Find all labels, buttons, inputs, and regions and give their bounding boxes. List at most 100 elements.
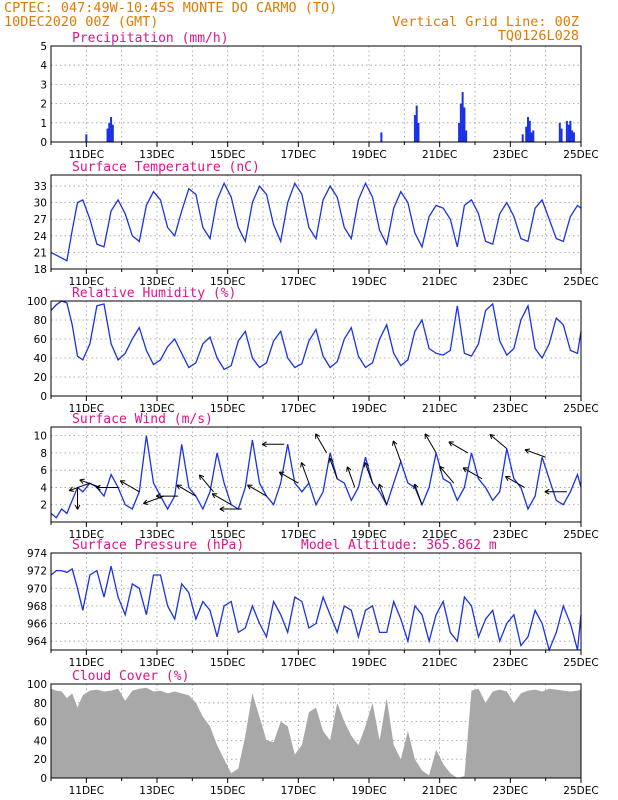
cloud-xtick-label: 23DEC — [493, 785, 528, 797]
wind-arrow — [377, 483, 388, 505]
wind-arrow — [278, 471, 299, 484]
temp-series-line — [50, 181, 582, 262]
precip-bar — [111, 124, 114, 142]
cloud-xtick-label: 11DEC — [69, 785, 104, 797]
precip-bar — [530, 132, 533, 142]
pressure-xtick-label: 15DEC — [210, 657, 245, 669]
rh-xtick-label: 13DEC — [139, 403, 174, 415]
rh-ytick-label: 40 — [34, 353, 47, 365]
rh-series-line — [50, 300, 582, 371]
wind-series-line — [50, 435, 582, 519]
wind-arrow — [328, 457, 338, 479]
wind-arrow — [363, 462, 374, 484]
cloud-xtick-label: 19DEC — [351, 785, 386, 797]
pressure-ytick-label: 964 — [27, 636, 47, 648]
precip-bar — [527, 117, 529, 142]
precip-bar — [571, 130, 574, 142]
wind-xtick-label: 19DEC — [351, 529, 386, 541]
wind-arrow — [424, 433, 437, 454]
wind-arrow — [68, 482, 91, 492]
wind-arrow — [143, 495, 165, 505]
precip-bar — [413, 115, 416, 142]
pressure-frame — [50, 552, 582, 651]
wind-arrow — [198, 474, 214, 493]
pressure-ytick-label: 972 — [27, 566, 47, 578]
pressure-xtick-label: 17DEC — [281, 657, 316, 669]
precip-bar — [567, 124, 570, 142]
pressure-title: Surface Pressure (hPa) — [72, 538, 244, 553]
temp-xtick-label: 19DEC — [351, 276, 386, 288]
precip-frame — [50, 45, 582, 143]
pressure-ytick-label: 970 — [27, 583, 47, 595]
precip-xtick-label: 11DEC — [69, 149, 104, 161]
precip-ytick-label: 2 — [40, 99, 47, 111]
temperature-panel: Surface Temperature (nC) 18 21 24 27 30 33 11DE… — [34, 160, 599, 288]
pressure-note: Model Altitude: 365.862 m — [301, 538, 497, 553]
wind-arrow — [95, 484, 119, 491]
temp-ytick-label: 27 — [34, 214, 47, 226]
precip-bar — [458, 122, 461, 142]
model-code: TQ0126L028 — [498, 28, 579, 44]
wind-arrow — [315, 433, 328, 454]
wind-ytick-label: 4 — [40, 482, 47, 494]
pressure-panel: Surface Pressure (hPa) Model Altitude: 36… — [27, 538, 599, 669]
precip-ytick-label: 1 — [40, 118, 47, 130]
wind-frame — [50, 426, 582, 523]
temp-xtick-label: 25DEC — [563, 276, 598, 288]
cloud-xtick-label: 13DEC — [139, 785, 174, 797]
precip-ytick-label: 0 — [40, 137, 47, 149]
wind-xtick-label: 25DEC — [563, 529, 598, 541]
wind-xtick-label: 17DEC — [281, 529, 316, 541]
wind-arrow — [439, 465, 455, 484]
rh-ytick-label: 80 — [34, 315, 47, 327]
cloud-ytick-label: 100 — [27, 679, 47, 691]
precip-xtick-label: 23DEC — [493, 149, 528, 161]
wind-panel: Surface Wind (m/s) 2 4 6 8 10 11DEC 13DEC 15DEC 1… — [34, 412, 599, 541]
wind-arrow — [413, 483, 423, 505]
precip-bar — [85, 134, 88, 142]
temp-xtick-label: 23DEC — [493, 276, 528, 288]
precip-xtick-label: 25DEC — [563, 149, 598, 161]
rh-xtick-label: 15DEC — [210, 403, 245, 415]
wind-arrow — [119, 480, 140, 493]
wind-arrow — [155, 493, 179, 499]
pressure-xtick-label: 21DEC — [422, 657, 457, 669]
wind-arrow — [489, 433, 508, 449]
temp-title: Surface Temperature (nC) — [72, 160, 260, 175]
cloud-cover-panel: Cloud Cover (%) 0 20 40 60 80 100 11DEC 13DEC 15D… — [27, 669, 599, 797]
precip-bar — [521, 134, 524, 142]
precip-xtick-label: 17DEC — [281, 149, 316, 161]
cloud-frame — [50, 683, 582, 779]
precip-bar — [528, 120, 531, 142]
wind-xtick-label: 15DEC — [210, 529, 245, 541]
grid-note: Vertical Grid Line: 00Z — [392, 14, 579, 30]
precipitation-panel: Precipitation (mm/h) 0 1 2 3 4 5 11DEC 13DEC 15DE… — [40, 31, 598, 161]
wind-arrow — [211, 493, 232, 506]
rh-xtick-label: 23DEC — [493, 403, 528, 415]
wind-arrow — [219, 506, 242, 512]
wind-ytick-label: 6 — [40, 465, 47, 477]
precip-ytick-label: 5 — [40, 41, 47, 53]
temp-ytick-label: 30 — [34, 198, 47, 210]
cloud-xtick-label: 15DEC — [210, 785, 245, 797]
precip-bar — [532, 130, 535, 142]
precip-bar — [465, 130, 468, 142]
precip-ytick-label: 3 — [40, 79, 47, 91]
wind-xtick-label: 11DEC — [69, 529, 104, 541]
wind-title: Surface Wind (m/s) — [72, 412, 213, 427]
temp-xtick-label: 17DEC — [281, 276, 316, 288]
wind-arrow — [504, 475, 525, 488]
precip-bar — [569, 120, 572, 142]
temp-ytick-label: 21 — [34, 247, 47, 259]
run-header: 10DEC2020 00Z (GMT) — [4, 14, 158, 30]
wind-arrow — [300, 462, 310, 484]
wind-ytick-label: 8 — [40, 448, 47, 460]
wind-arrow — [261, 441, 285, 448]
temp-ytick-label: 18 — [34, 264, 47, 276]
cloud-ytick-label: 20 — [34, 754, 47, 766]
precip-bar — [558, 122, 561, 142]
cloud-cover-area — [51, 687, 581, 778]
precip-bar — [417, 122, 420, 142]
precip-bar — [525, 126, 528, 142]
